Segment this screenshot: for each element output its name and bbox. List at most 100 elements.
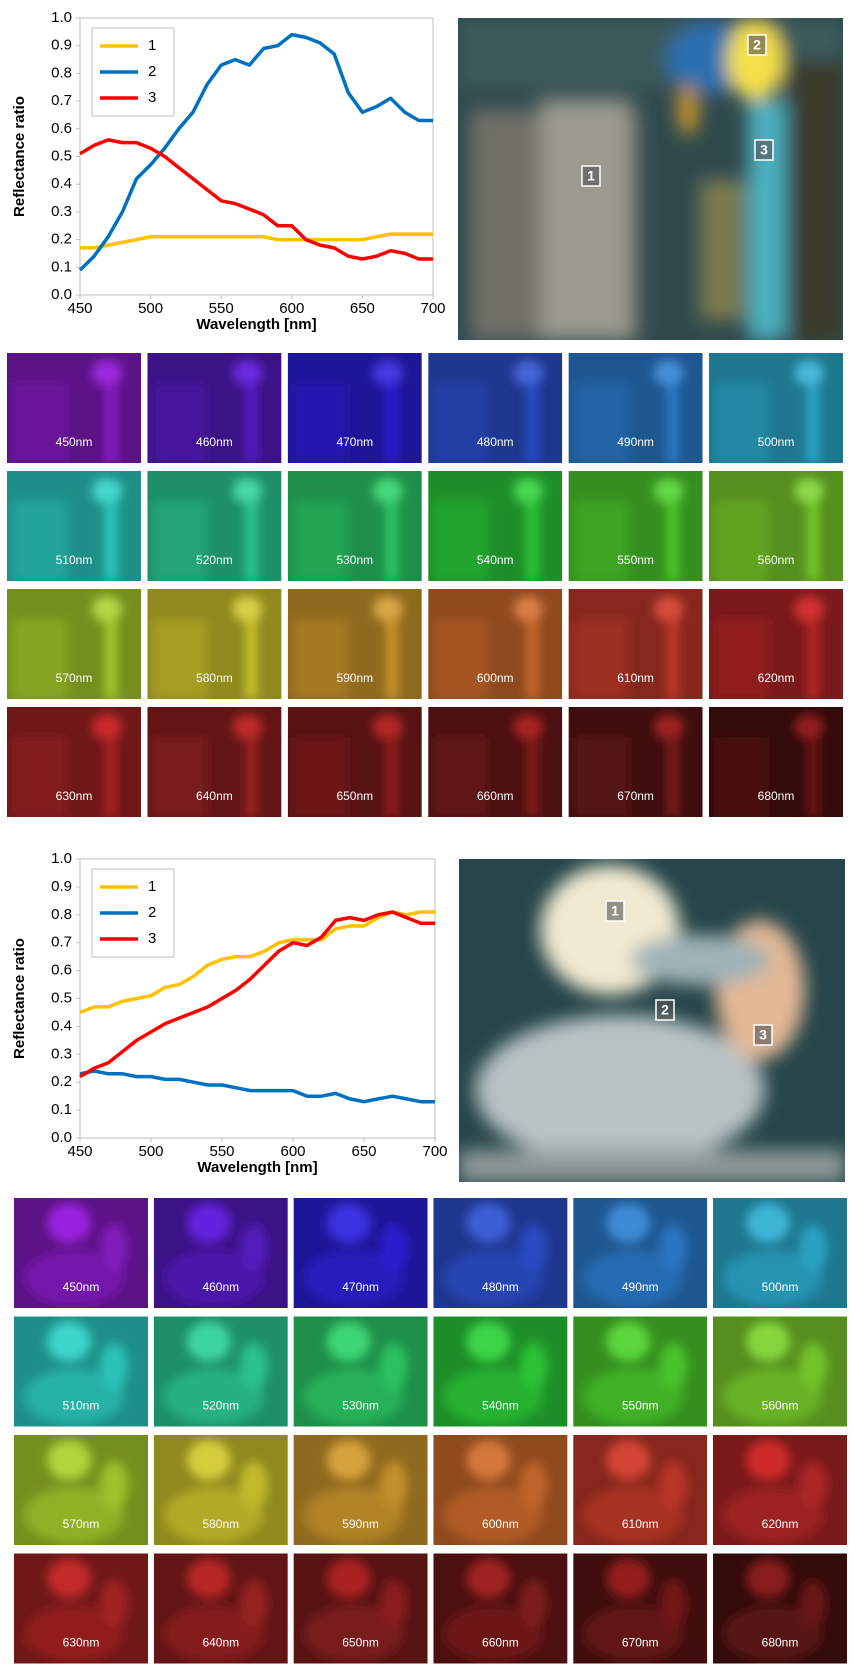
tile: 670nm	[573, 1554, 707, 1664]
tile-shape	[466, 1440, 510, 1480]
figure: 123123 450nm460nm470nm480nm490nm500nm510…	[0, 0, 853, 1673]
tile-shape	[746, 1559, 790, 1599]
tile-shape	[519, 1461, 547, 1509]
tile-shape	[654, 714, 684, 740]
tile-shape	[606, 1322, 650, 1362]
tile-shape	[187, 1203, 231, 1243]
tile-shape	[659, 1224, 687, 1272]
tile-label: 600nm	[477, 671, 514, 685]
tile: 510nm	[14, 1317, 148, 1427]
tile-shape	[799, 1580, 827, 1628]
marker-label: 1	[587, 168, 595, 184]
tile-label: 640nm	[202, 1636, 239, 1650]
tile-label: 550nm	[617, 553, 654, 567]
tile-shape	[714, 501, 769, 581]
tile-label: 650nm	[342, 1636, 379, 1650]
tile-label: 460nm	[196, 435, 233, 449]
tile-shape	[433, 619, 488, 699]
legend-label: 3	[148, 930, 156, 947]
x-tick-label: 700	[422, 1143, 447, 1160]
tile: 570nm	[7, 589, 141, 699]
tile-shape	[232, 478, 262, 504]
tile-label: 670nm	[622, 1636, 659, 1650]
tile-shape	[92, 478, 122, 504]
tile-shape	[513, 360, 543, 386]
tile-label: 540nm	[482, 1399, 519, 1413]
tile-label: 580nm	[202, 1517, 239, 1531]
tile: 540nm	[433, 1317, 567, 1427]
tile-shape	[574, 383, 629, 463]
marker-label: 1	[611, 903, 619, 919]
tile-shape	[746, 1440, 790, 1480]
tile-shape	[12, 619, 67, 699]
tile-shape	[519, 1343, 547, 1391]
tile-shape	[794, 714, 824, 740]
tile-shape	[100, 1343, 128, 1391]
tile-label: 450nm	[56, 435, 93, 449]
legend-label: 1	[148, 878, 156, 895]
tile-shape	[807, 501, 819, 581]
tile-shape	[373, 714, 403, 740]
tile: 530nm	[288, 471, 422, 581]
tile-label: 590nm	[342, 1517, 379, 1531]
tile-shape	[47, 1322, 91, 1362]
tile-shape	[152, 383, 207, 463]
x-tick-label: 500	[138, 300, 163, 317]
tile: 550nm	[573, 1317, 707, 1427]
tile-shape	[659, 1580, 687, 1628]
y-tick-label: 0.3	[51, 1045, 72, 1062]
tile: 650nm	[294, 1554, 428, 1664]
tile: 650nm	[288, 707, 422, 817]
tile-shape	[12, 501, 67, 581]
tile-shape	[466, 1322, 510, 1362]
tile-shape	[714, 619, 769, 699]
tile-shape	[232, 714, 262, 740]
tile-label: 560nm	[762, 1399, 799, 1413]
tile-shape	[105, 383, 117, 463]
tile-label: 570nm	[63, 1517, 100, 1531]
y-tick-label: 0.8	[51, 906, 72, 923]
tile-shape	[386, 383, 398, 463]
tile-label: 530nm	[342, 1399, 379, 1413]
tile-label: 490nm	[617, 435, 654, 449]
tile-shape	[606, 1203, 650, 1243]
tile-shape	[526, 737, 538, 817]
tile-shape	[433, 501, 488, 581]
tile-shape	[373, 360, 403, 386]
tile-shape	[807, 619, 819, 699]
tile: 640nm	[147, 707, 281, 817]
tile-shape	[667, 619, 679, 699]
tile-shape	[799, 1461, 827, 1509]
tile: 660nm	[433, 1554, 567, 1664]
tile-label: 650nm	[336, 789, 373, 803]
tile: 520nm	[154, 1317, 288, 1427]
y-tick-label: 1.0	[51, 9, 72, 26]
tile-shape	[574, 619, 629, 699]
tile: 610nm	[573, 1435, 707, 1545]
tile: 680nm	[709, 707, 843, 817]
tile-label: 450nm	[63, 1280, 100, 1294]
tile-shape	[380, 1343, 408, 1391]
tile-shape	[240, 1343, 268, 1391]
y-axis-title: Reflectance ratio	[11, 96, 28, 217]
tile-label: 510nm	[63, 1399, 100, 1413]
x-tick-label: 450	[67, 1143, 92, 1160]
tile-shape	[380, 1224, 408, 1272]
tile-shape	[519, 1224, 547, 1272]
tile-shape	[574, 501, 629, 581]
tile: 590nm	[294, 1435, 428, 1545]
legend-label: 2	[148, 63, 156, 80]
marker-label: 3	[759, 1027, 767, 1043]
tile-shape	[433, 737, 488, 817]
y-tick-label: 0.6	[51, 120, 72, 137]
tile-shape	[794, 360, 824, 386]
tile-shape	[526, 619, 538, 699]
tile-shape	[386, 501, 398, 581]
y-tick-label: 0.8	[51, 64, 72, 81]
tile-shape	[526, 383, 538, 463]
tile-shape	[327, 1559, 371, 1599]
tile-label: 570nm	[56, 671, 93, 685]
y-axis-title: Reflectance ratio	[11, 938, 28, 1059]
x-tick-label: 550	[209, 300, 234, 317]
tile-shape	[380, 1580, 408, 1628]
